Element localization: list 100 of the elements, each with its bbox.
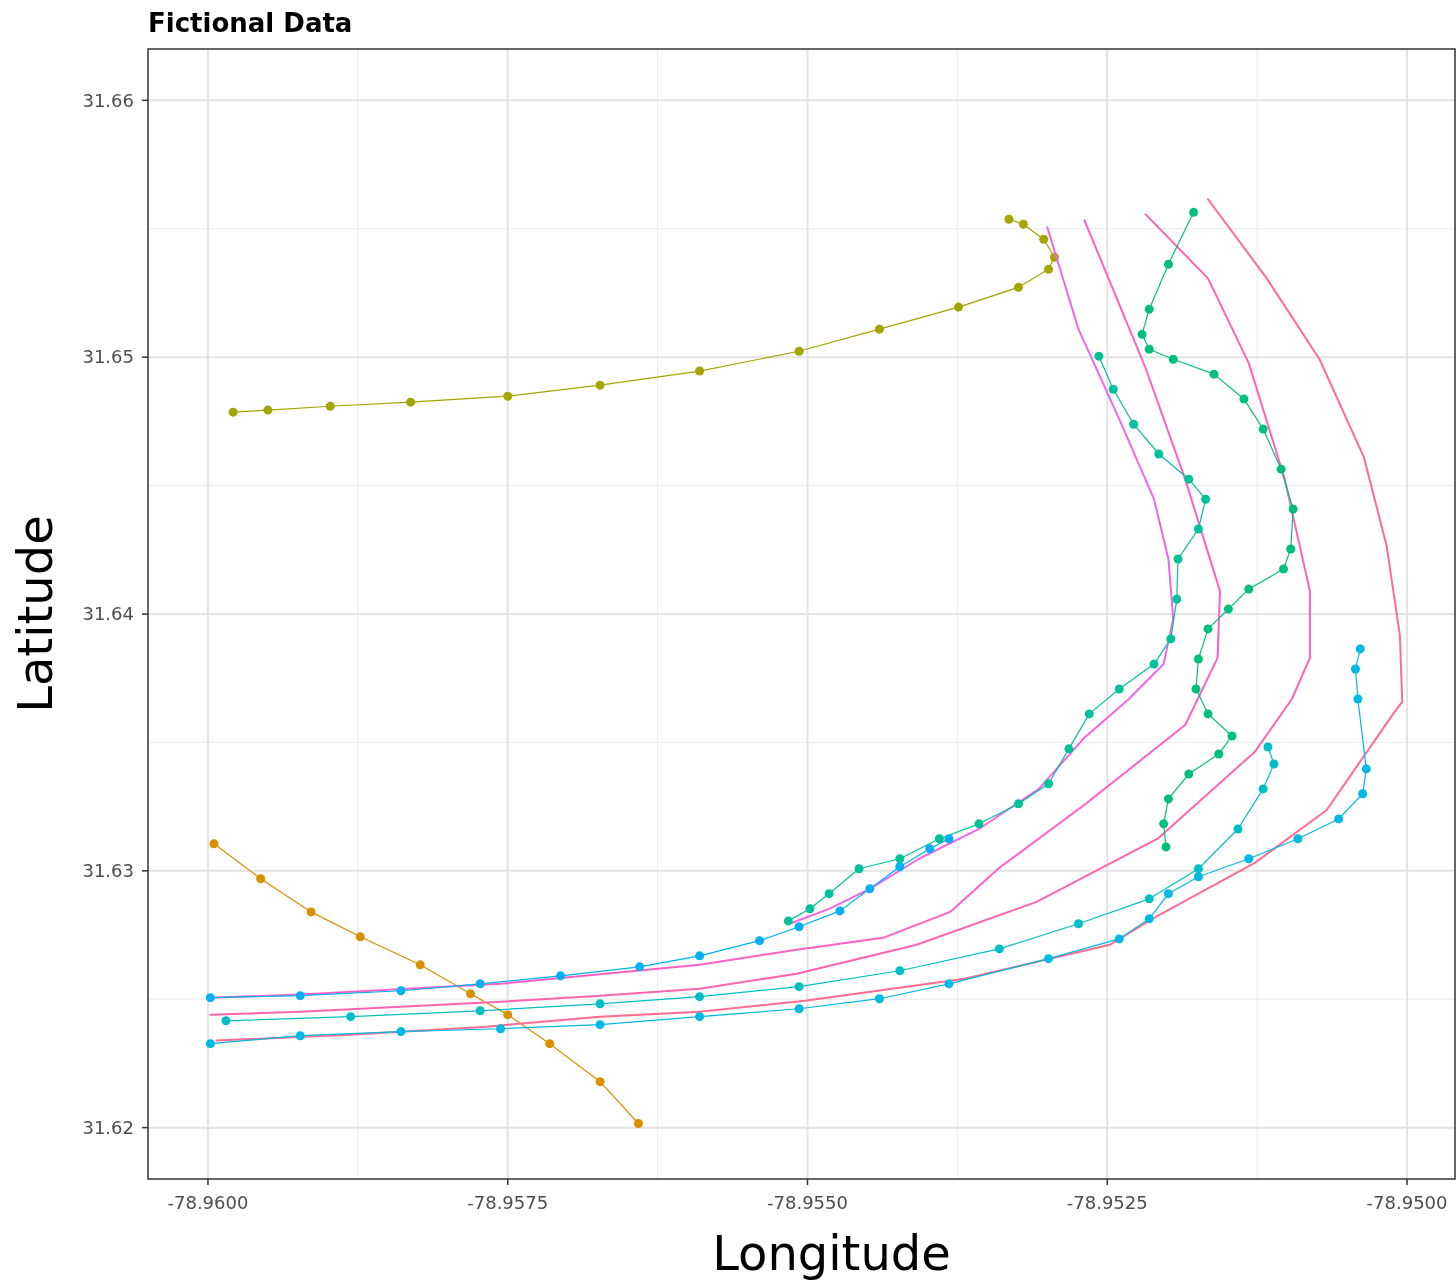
point bbox=[1163, 259, 1173, 269]
point bbox=[1014, 799, 1024, 809]
point bbox=[1084, 709, 1094, 719]
point bbox=[1064, 744, 1074, 754]
point bbox=[406, 397, 416, 407]
point bbox=[346, 1012, 356, 1022]
point bbox=[895, 862, 905, 872]
y-tick-label: 31.63 bbox=[82, 860, 134, 882]
point bbox=[974, 819, 984, 829]
point bbox=[1189, 207, 1199, 217]
point bbox=[994, 944, 1004, 954]
point bbox=[1193, 864, 1203, 874]
point bbox=[1044, 954, 1054, 964]
point bbox=[1184, 474, 1194, 484]
point bbox=[545, 1039, 555, 1049]
point bbox=[263, 405, 273, 415]
point bbox=[503, 391, 513, 401]
point bbox=[1044, 264, 1054, 274]
x-tick-label: -78.9500 bbox=[1366, 1192, 1448, 1213]
point bbox=[1355, 644, 1365, 654]
y-tick-label: 31.65 bbox=[82, 346, 134, 368]
point bbox=[325, 401, 335, 411]
point bbox=[228, 407, 238, 417]
point bbox=[1203, 709, 1213, 719]
point bbox=[466, 989, 476, 999]
point bbox=[1269, 759, 1279, 769]
point bbox=[209, 839, 219, 849]
point bbox=[1114, 934, 1124, 944]
point bbox=[695, 951, 705, 961]
point bbox=[1227, 731, 1237, 741]
point bbox=[1358, 789, 1368, 799]
point bbox=[1279, 564, 1289, 574]
point bbox=[415, 960, 425, 970]
point bbox=[1144, 344, 1154, 354]
point bbox=[755, 936, 765, 946]
x-tick-label: -78.9525 bbox=[1066, 1192, 1148, 1213]
point bbox=[1168, 354, 1178, 364]
point bbox=[256, 874, 266, 884]
y-axis-title: Latitude bbox=[7, 515, 63, 713]
point bbox=[295, 991, 305, 1001]
point bbox=[1073, 919, 1083, 929]
point bbox=[595, 1020, 605, 1030]
point bbox=[1159, 819, 1169, 829]
point bbox=[874, 994, 884, 1004]
point bbox=[1039, 234, 1049, 244]
point bbox=[1149, 659, 1159, 669]
point bbox=[1144, 894, 1154, 904]
point bbox=[1276, 464, 1286, 474]
y-tick-label: 31.64 bbox=[82, 603, 134, 625]
chart-title: Fictional Data bbox=[148, 8, 353, 38]
point bbox=[396, 1027, 406, 1037]
point bbox=[1223, 604, 1233, 614]
point bbox=[794, 982, 804, 992]
point bbox=[1293, 834, 1303, 844]
point bbox=[306, 907, 316, 917]
point bbox=[695, 1012, 705, 1022]
point bbox=[695, 992, 705, 1002]
point bbox=[221, 1016, 231, 1026]
point bbox=[595, 1077, 605, 1087]
point bbox=[1286, 544, 1296, 554]
point bbox=[1214, 749, 1224, 759]
point bbox=[295, 1031, 305, 1041]
point bbox=[1161, 842, 1171, 852]
point bbox=[1163, 889, 1173, 899]
point bbox=[1094, 351, 1104, 361]
point bbox=[396, 986, 406, 996]
point bbox=[1350, 664, 1360, 674]
point bbox=[635, 962, 645, 972]
point bbox=[1144, 304, 1154, 314]
point bbox=[1166, 634, 1176, 644]
point bbox=[1114, 684, 1124, 694]
point bbox=[1184, 769, 1194, 779]
point bbox=[503, 1010, 513, 1020]
point bbox=[1129, 419, 1139, 429]
point bbox=[794, 346, 804, 356]
point bbox=[475, 1006, 485, 1016]
point bbox=[1108, 384, 1118, 394]
point bbox=[895, 966, 905, 976]
point bbox=[1193, 872, 1203, 882]
point bbox=[854, 864, 864, 874]
point bbox=[695, 366, 705, 376]
point bbox=[1288, 504, 1298, 514]
point bbox=[1172, 594, 1182, 604]
x-tick-label: -78.9600 bbox=[167, 1192, 249, 1213]
point bbox=[1191, 684, 1201, 694]
y-tick-label: 31.62 bbox=[82, 1116, 134, 1138]
point bbox=[1258, 784, 1268, 794]
point bbox=[1233, 824, 1243, 834]
point bbox=[925, 844, 935, 854]
point bbox=[1163, 794, 1173, 804]
x-tick-label: -78.9550 bbox=[767, 1192, 848, 1213]
point bbox=[595, 380, 605, 390]
point bbox=[1044, 779, 1054, 789]
point bbox=[1193, 524, 1203, 534]
point bbox=[1263, 742, 1273, 752]
x-axis-title: Longitude bbox=[712, 1225, 951, 1281]
point bbox=[1137, 329, 1147, 339]
point bbox=[865, 884, 875, 894]
point bbox=[805, 904, 815, 914]
point bbox=[1334, 814, 1344, 824]
